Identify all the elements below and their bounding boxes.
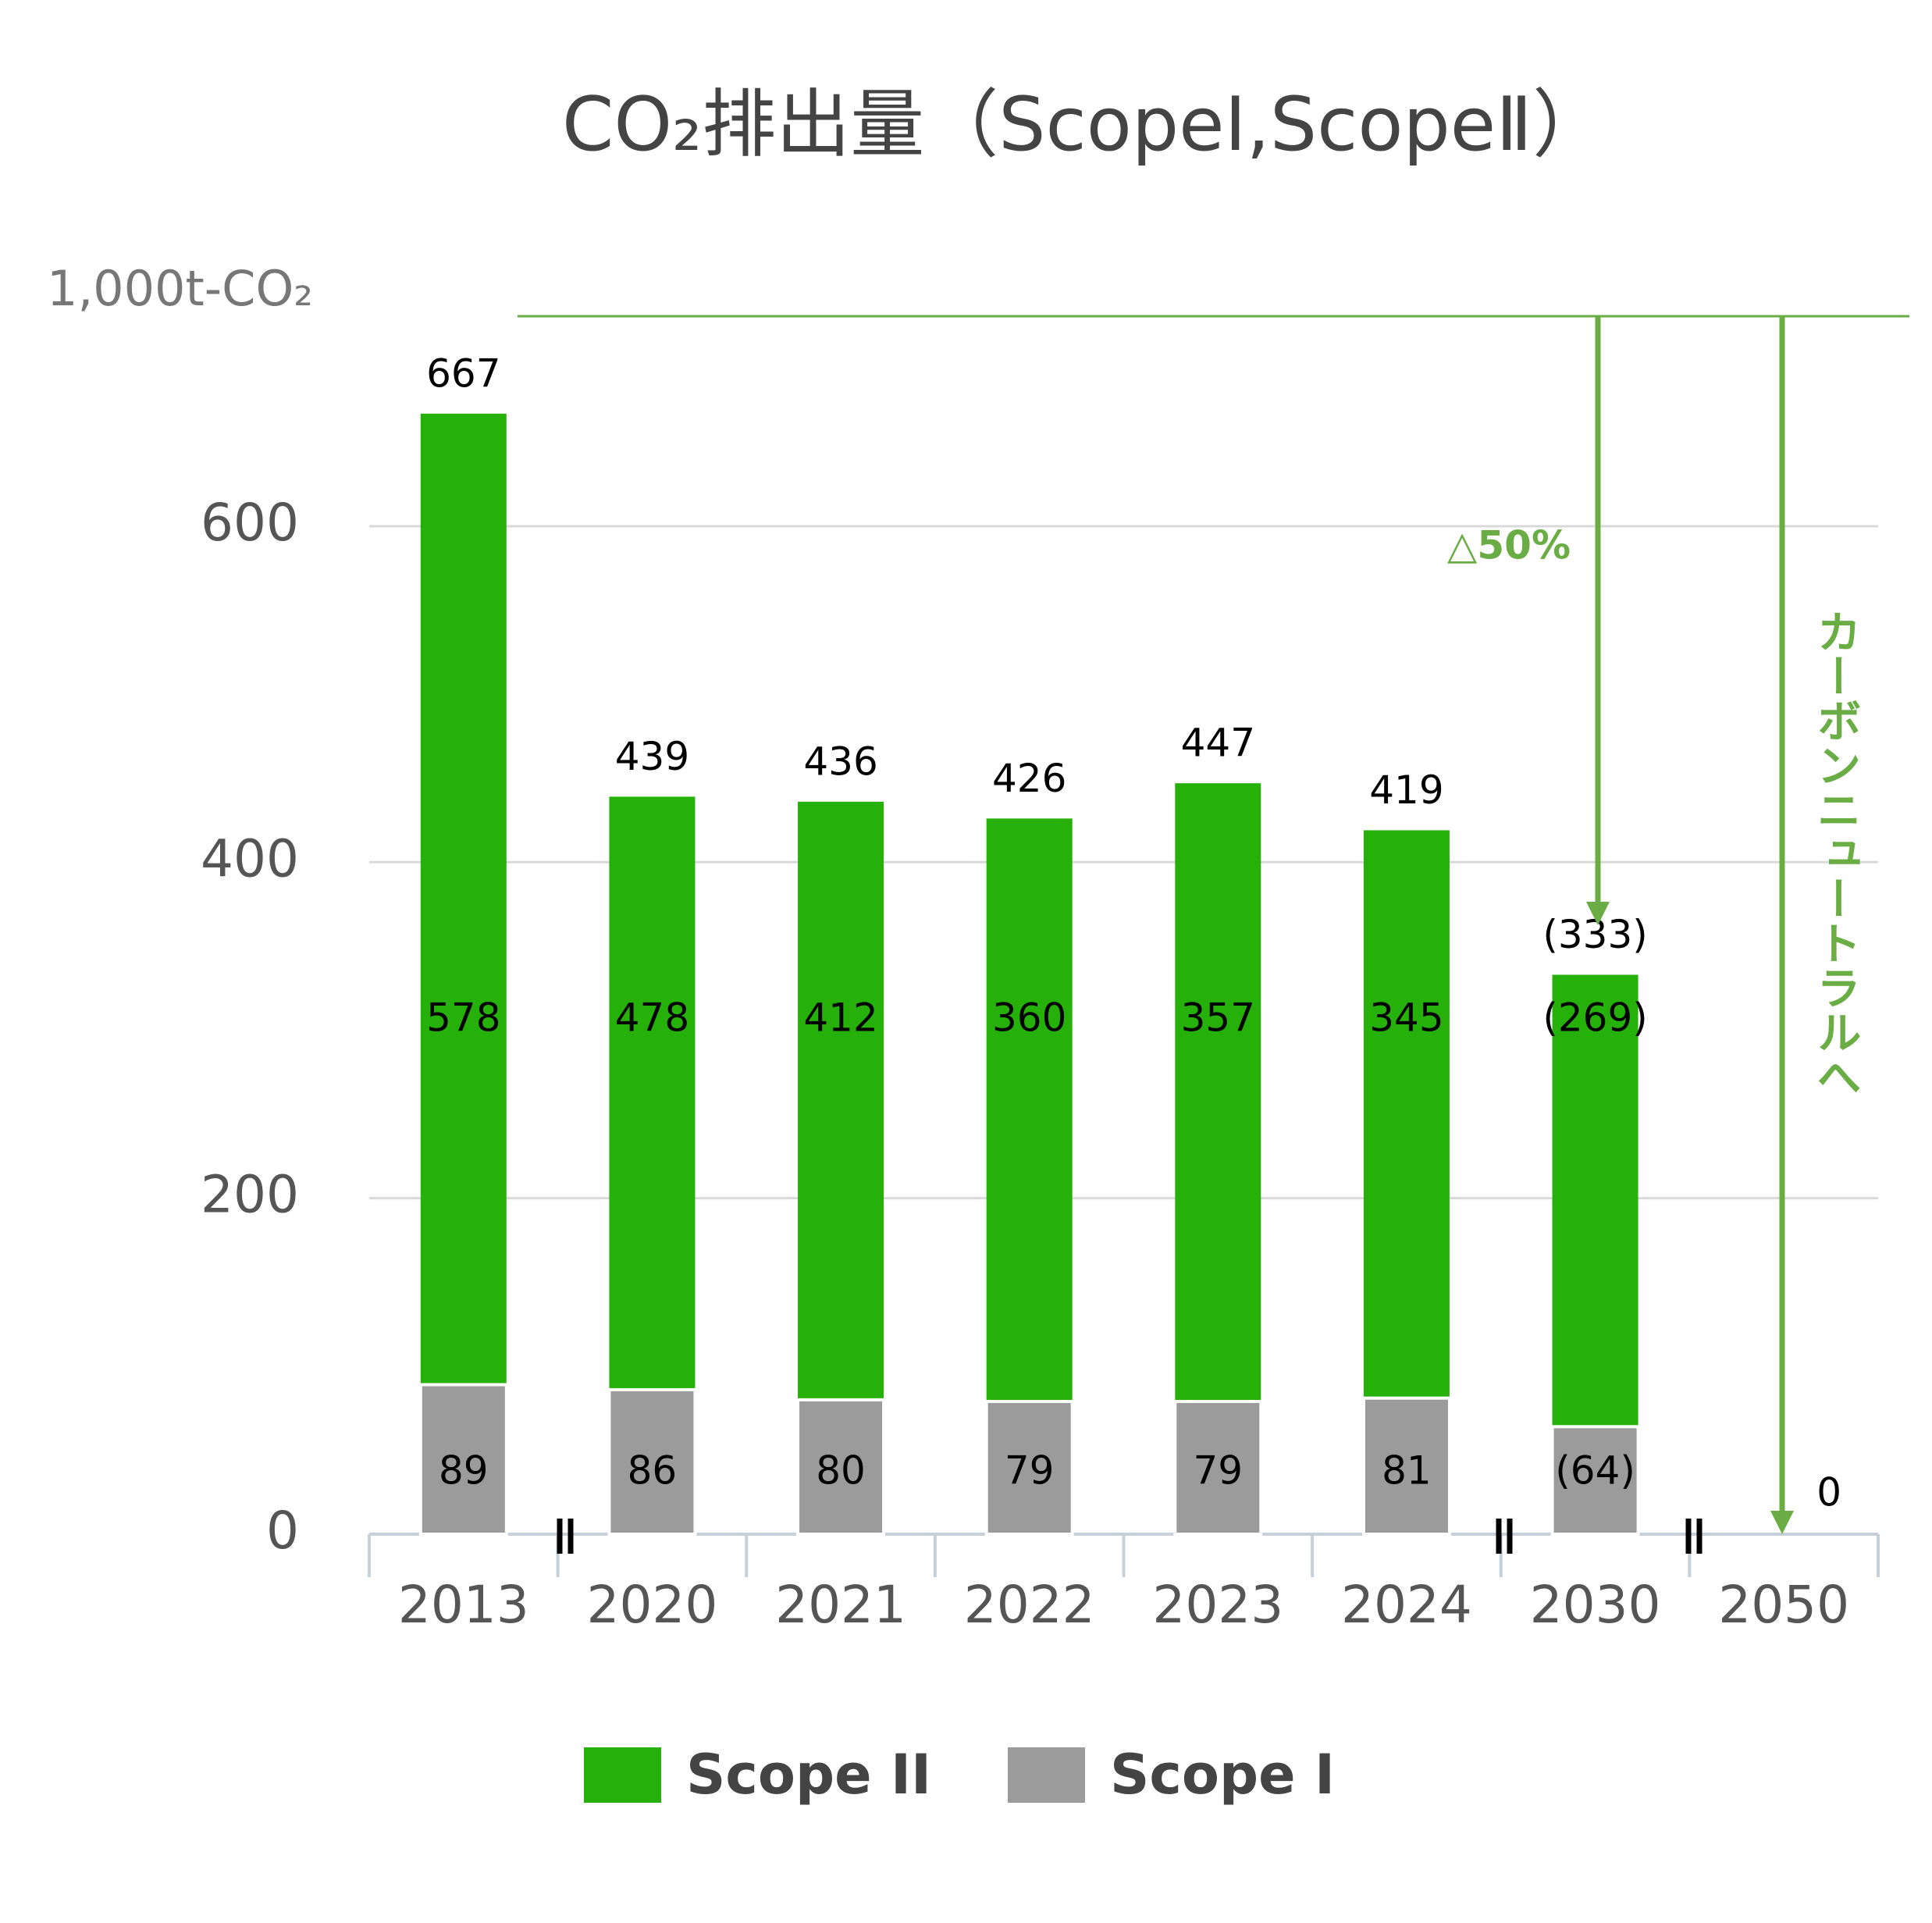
legend-label: Scope I [1110,1743,1335,1807]
y-tick-label: 0 [266,1501,299,1561]
bar-total [420,413,507,1534]
legend-swatch [1008,1747,1085,1803]
y-tick-label: 200 [201,1165,299,1225]
bar-scope1 [984,1400,1074,1536]
bar-scope1 [418,1383,508,1537]
bar-scope1 [1173,1400,1263,1536]
total-label: 667 [426,351,500,396]
x-tick-label: 2022 [964,1575,1095,1635]
annotation: カーボンニュートラルへ [1809,609,1861,1099]
x-tick-label: 2021 [775,1575,906,1635]
y-tick-label: 400 [201,828,299,888]
bar-scope1 [1361,1396,1451,1536]
x-tick-label: 2020 [586,1575,717,1635]
legend-label: Scope II [686,1743,931,1807]
value-label: (64) [1555,1448,1635,1494]
bar-scope1 [796,1398,886,1536]
y-axis-label: 1,000t-CO₂ [47,260,313,317]
total-label: 436 [803,739,877,784]
value-label: 81 [1382,1448,1432,1494]
total-label: 439 [615,734,689,779]
chart-title: CO₂排出量（ScopeⅠ,ScopeⅡ） [562,82,1606,168]
x-tick-label: 2050 [1718,1575,1849,1635]
legend: Scope II Scope I [584,1743,1335,1807]
value-label: 578 [426,995,500,1041]
value-label: 345 [1369,995,1443,1041]
value-label: 360 [992,995,1066,1041]
axis-breaks [557,1519,1703,1554]
total-label: 447 [1181,721,1255,766]
value-label: 79 [1005,1448,1055,1494]
bar-scope1 [607,1387,697,1537]
arrow-head [1770,1511,1794,1534]
total-label: 0 [1816,1470,1841,1515]
arrow-head [1586,902,1610,925]
plot: 0 200 400 600 2013 667 89 578 2020 439 86 478 2021 43… [201,351,1880,1635]
total-label: 426 [992,756,1066,801]
annotation: △50% [1447,523,1571,568]
bar-scope1 [1550,1425,1640,1537]
value-label: (269) [1542,995,1647,1041]
value-label: 80 [816,1448,866,1494]
value-label: 357 [1181,995,1255,1041]
y-tick-label: 600 [201,493,299,553]
x-tick-label: 2024 [1341,1575,1472,1635]
value-label: 412 [803,995,877,1041]
annotation-arrows [518,315,1909,1534]
total-label: 419 [1369,767,1443,813]
value-label: 89 [439,1448,489,1494]
x-tick-label: 2023 [1152,1575,1283,1635]
legend-swatch [584,1747,661,1803]
value-label: 86 [628,1448,678,1494]
value-label: 79 [1194,1448,1244,1494]
x-tick-label: 2030 [1530,1575,1661,1635]
value-label: 478 [615,995,689,1041]
x-tick-label: 2013 [398,1575,529,1635]
